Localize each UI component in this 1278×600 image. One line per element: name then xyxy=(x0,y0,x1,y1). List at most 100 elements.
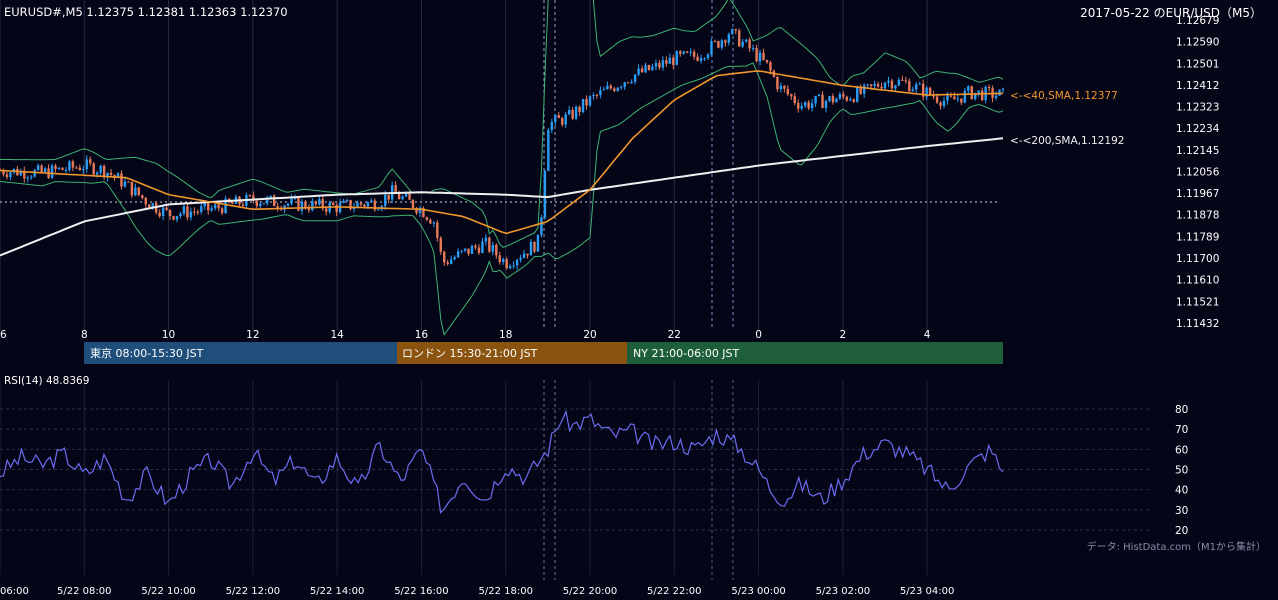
candle-body xyxy=(640,68,644,73)
candle-body xyxy=(224,198,227,214)
candle-body xyxy=(397,193,401,200)
rsi-line xyxy=(0,409,1004,514)
candle-body xyxy=(585,98,588,106)
sma40-label: <-<40,SMA,1.12377 xyxy=(1010,90,1118,102)
candle-body xyxy=(963,90,967,103)
candle-body xyxy=(220,208,224,214)
candle-body xyxy=(533,241,536,252)
bottom-x-tick: 5/22 14:00 xyxy=(310,586,364,597)
candle-body xyxy=(109,172,113,175)
candle-body xyxy=(446,262,449,264)
candle-body xyxy=(82,169,85,171)
candle-body xyxy=(269,195,272,198)
candle-body xyxy=(314,201,318,205)
price-grid xyxy=(0,0,928,575)
candle-body xyxy=(252,195,255,201)
candle-body xyxy=(689,51,692,53)
candle-body xyxy=(595,94,599,96)
price-y-tick: 1.11610 xyxy=(1176,275,1219,287)
bollinger-bands xyxy=(0,0,1004,336)
price-x-axis: 6 8 10 12 14 16 18 20 22 0 2 4 xyxy=(0,329,931,341)
candle-body xyxy=(85,159,88,170)
candle-body xyxy=(727,34,731,43)
candle-body xyxy=(564,114,567,125)
candle-body xyxy=(842,94,845,97)
candle-body xyxy=(880,86,883,89)
candle-body xyxy=(165,207,168,210)
candle-body xyxy=(543,170,547,218)
bottom-x-axis: 06:00 5/22 08:00 5/22 10:00 5/22 12:00 5/22 … xyxy=(0,586,954,597)
candle-body xyxy=(970,86,973,100)
bottom-x-tick: 5/22 10:00 xyxy=(141,586,195,597)
bottom-x-tick: 5/22 18:00 xyxy=(478,586,532,597)
price-x-tick: 20 xyxy=(583,329,596,341)
candle-body xyxy=(460,250,463,252)
candle-body xyxy=(411,199,415,209)
price-y-tick: 1.12234 xyxy=(1176,123,1220,135)
candle-body xyxy=(512,265,515,267)
candle-body xyxy=(748,39,751,49)
candle-body xyxy=(866,84,869,86)
candle-body xyxy=(304,201,307,209)
candle-body xyxy=(696,56,699,61)
candle-body xyxy=(179,213,182,217)
candle-body xyxy=(196,211,200,213)
candle-body xyxy=(366,202,370,207)
candle-body xyxy=(248,195,252,197)
rsi-y-tick: 50 xyxy=(1175,465,1188,477)
candle-body xyxy=(30,176,33,178)
candle-body xyxy=(887,80,890,83)
candle-body xyxy=(321,199,324,209)
candle-body xyxy=(613,88,616,92)
candle-body xyxy=(561,118,564,125)
candle-body xyxy=(918,83,921,85)
candle-body xyxy=(297,197,300,211)
candle-body xyxy=(401,196,404,200)
price-y-tick: 1.11878 xyxy=(1176,210,1219,222)
candle-body xyxy=(620,86,623,88)
candle-body xyxy=(946,95,949,101)
candle-body xyxy=(137,187,141,196)
candle-body xyxy=(50,165,54,178)
candle-body xyxy=(92,163,95,175)
bottom-x-tick: 5/22 12:00 xyxy=(226,586,280,597)
candle-body xyxy=(960,98,963,103)
candle-body xyxy=(703,58,706,60)
candle-body xyxy=(474,245,477,248)
candle-body xyxy=(193,211,196,213)
candle-body xyxy=(95,172,99,175)
candle-body xyxy=(515,259,519,266)
candle-body xyxy=(276,206,279,208)
price-y-tick: 1.12590 xyxy=(1176,37,1219,49)
candle-body xyxy=(574,106,578,119)
candle-body xyxy=(26,177,29,179)
candle-body xyxy=(300,201,304,211)
candle-body xyxy=(290,198,293,204)
rsi-y-axis: 80 70 60 50 40 30 20 xyxy=(1175,404,1188,537)
price-y-tick: 1.12323 xyxy=(1176,102,1219,114)
candle-body xyxy=(130,181,134,196)
candle-body xyxy=(571,109,574,119)
candle-body xyxy=(359,202,363,205)
candle-body xyxy=(255,200,259,207)
candle-body xyxy=(550,121,554,131)
candle-body xyxy=(491,244,495,252)
candle-body xyxy=(609,85,613,89)
candle-body xyxy=(186,206,189,218)
candle-body xyxy=(286,203,290,206)
candle-body xyxy=(141,195,144,198)
candle-body xyxy=(484,237,488,242)
candle-body xyxy=(849,99,852,101)
candle-body xyxy=(384,194,387,207)
candle-body xyxy=(40,165,43,173)
candle-body xyxy=(356,202,359,208)
candle-body xyxy=(102,165,106,178)
candle-body xyxy=(807,102,810,109)
candle-body xyxy=(470,245,474,254)
candle-body xyxy=(377,209,380,211)
candle-body xyxy=(581,98,585,112)
candle-body xyxy=(977,90,980,93)
rsi-y-tick: 40 xyxy=(1175,485,1188,497)
candle-body xyxy=(335,205,338,213)
candle-body xyxy=(894,85,897,89)
